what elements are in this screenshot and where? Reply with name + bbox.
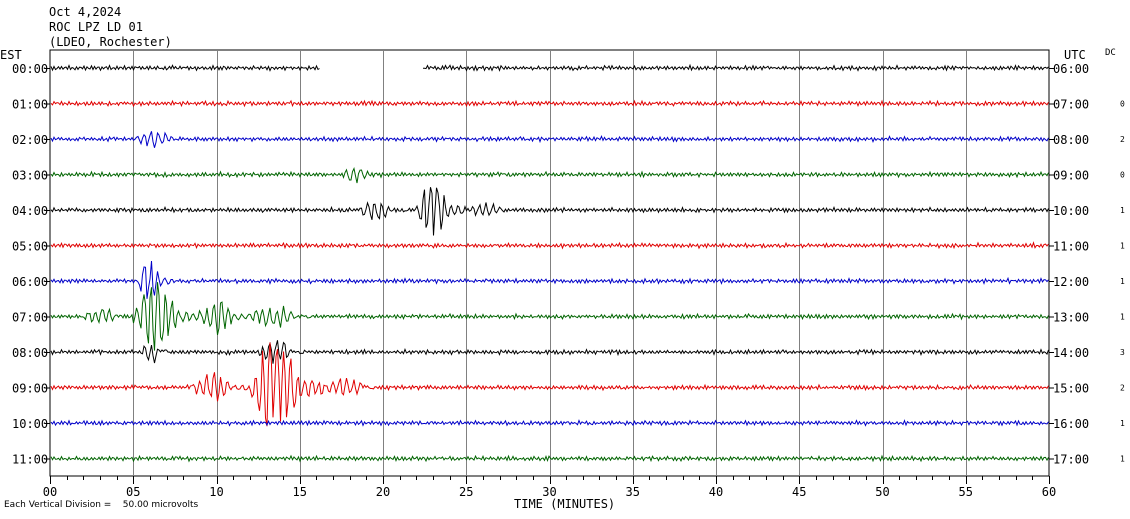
est-hour-label: 11:00 (12, 453, 48, 467)
time-gridlines (49, 49, 1050, 477)
dc-offset-value: 1 (1120, 419, 1125, 428)
seismic-traces (50, 63, 1049, 463)
est-hour-label: 05:00 (12, 240, 48, 254)
x-tick-label: 00 (43, 485, 57, 499)
dc-offset-value: 2 (1120, 384, 1125, 393)
trace-0800 (50, 340, 1049, 364)
utc-hour-label: 16:00 (1053, 417, 1089, 431)
station-code: ROC LPZ LD 01 (49, 20, 143, 34)
est-hour-label: 02:00 (12, 133, 48, 147)
dc-offset-value: 1 (1120, 277, 1125, 286)
trace-0200 (50, 131, 1049, 148)
est-hour-label: 04:00 (12, 204, 48, 218)
utc-hour-label: 08:00 (1053, 133, 1089, 147)
utc-hour-label: 06:00 (1053, 62, 1089, 76)
dc-offset-value: 3 (1120, 348, 1125, 357)
est-hour-label: 00:00 (12, 62, 48, 76)
x-tick-label: 55 (959, 485, 973, 499)
utc-hour-label: 09:00 (1053, 169, 1089, 183)
dc-column-label: DC (1105, 48, 1116, 58)
est-hour-label: 03:00 (12, 169, 48, 183)
utc-hour-label: 12:00 (1053, 275, 1089, 289)
trace-1100 (50, 454, 1049, 463)
trace-0600 (50, 260, 1049, 299)
est-hour-label: 01:00 (12, 98, 48, 112)
utc-zone-label: UTC (1064, 48, 1086, 62)
dc-offset-value: 1 (1120, 206, 1125, 215)
x-tick-label: 45 (792, 485, 806, 499)
trace-0100 (50, 99, 1049, 108)
est-zone-label: EST (0, 48, 22, 62)
utc-hour-label: 11:00 (1053, 240, 1089, 254)
est-hour-label: 10:00 (12, 417, 48, 431)
row-hour-labels: 00:00 06:00 01:00 07:00 0 02:00 08:00 2 03:00 09:… (12, 62, 1125, 467)
trace-0900 (50, 342, 1049, 427)
plot-frame (49, 49, 1050, 477)
dc-offset-value: 0 (1120, 100, 1125, 109)
utc-hour-label: 14:00 (1053, 346, 1089, 360)
x-tick-label: 20 (376, 485, 390, 499)
trace-1000 (50, 419, 1049, 427)
trace-0400 (50, 187, 1049, 236)
x-tick-label: 05 (126, 485, 140, 499)
trace-0300 (50, 167, 1049, 184)
dc-offset-value: 1 (1120, 242, 1125, 251)
est-hour-label: 06:00 (12, 275, 48, 289)
x-tick-label: 50 (875, 485, 889, 499)
x-tick-label: 30 (542, 485, 556, 499)
utc-hour-label: 07:00 (1053, 98, 1089, 112)
est-hour-label: 07:00 (12, 311, 48, 325)
x-axis-title: TIME (MINUTES) (514, 497, 616, 511)
vertical-division-note: Each Vertical Division = 50.00 microvolt… (4, 500, 199, 510)
est-hour-label: 09:00 (12, 382, 48, 396)
network-name: (LDEO, Rochester) (49, 35, 172, 49)
time-axis: 00 05 10 15 20 25 30 35 40 45 50 55 60 (43, 476, 1056, 499)
x-tick-label: 25 (459, 485, 473, 499)
plot-date: Oct 4,2024 (49, 5, 122, 19)
trace-0000 (50, 63, 1049, 72)
dc-offset-value: 1 (1120, 313, 1125, 322)
dc-offset-value: 2 (1120, 135, 1125, 144)
dc-offset-value: 1 (1120, 455, 1125, 464)
trace-0700 (50, 282, 1049, 351)
utc-hour-label: 15:00 (1053, 382, 1089, 396)
est-hour-label: 08:00 (12, 346, 48, 360)
trace-0500 (50, 241, 1049, 250)
x-tick-label: 40 (709, 485, 723, 499)
x-tick-label: 35 (626, 485, 640, 499)
dc-offset-value: 0 (1120, 171, 1125, 180)
utc-hour-label: 10:00 (1053, 204, 1089, 218)
utc-hour-label: 17:00 (1053, 453, 1089, 467)
x-tick-label: 15 (293, 485, 307, 499)
utc-hour-label: 13:00 (1053, 311, 1089, 325)
x-tick-label: 10 (209, 485, 223, 499)
x-tick-label: 60 (1042, 485, 1056, 499)
